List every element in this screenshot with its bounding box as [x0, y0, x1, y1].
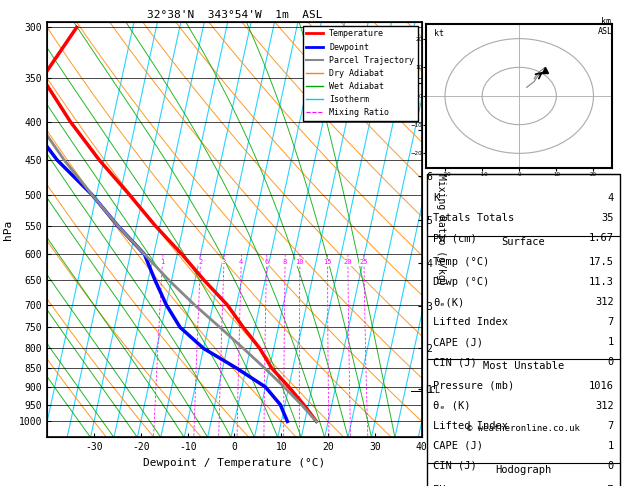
Text: 26.04.2024  12GMT  (Base: 00): 26.04.2024 12GMT (Base: 00) — [433, 28, 614, 38]
Text: Lifted Index: Lifted Index — [433, 317, 508, 327]
Text: K: K — [433, 193, 440, 204]
Text: CAPE (J): CAPE (J) — [433, 337, 483, 347]
Text: 6: 6 — [264, 260, 269, 265]
Text: 0: 0 — [608, 357, 614, 367]
Text: CAPE (J): CAPE (J) — [433, 441, 483, 451]
Text: 3: 3 — [222, 260, 226, 265]
Text: 15: 15 — [323, 260, 332, 265]
Text: 35: 35 — [601, 213, 614, 224]
Text: CIN (J): CIN (J) — [433, 461, 477, 471]
Text: 1: 1 — [608, 441, 614, 451]
Text: Temp (°C): Temp (°C) — [433, 257, 489, 267]
Text: 0: 0 — [608, 461, 614, 471]
Text: 312: 312 — [595, 297, 614, 307]
Text: 1016: 1016 — [589, 381, 614, 391]
Text: Lifted Index: Lifted Index — [433, 421, 508, 431]
Text: θₑ (K): θₑ (K) — [433, 401, 470, 411]
Bar — [428, 174, 620, 486]
Text: 4: 4 — [239, 260, 243, 265]
Text: Surface: Surface — [502, 237, 545, 247]
Text: 7: 7 — [608, 317, 614, 327]
Title: 32°38'N  343°54'W  1m  ASL: 32°38'N 343°54'W 1m ASL — [147, 10, 322, 20]
X-axis label: Dewpoint / Temperature (°C): Dewpoint / Temperature (°C) — [143, 458, 326, 468]
Text: 1.67: 1.67 — [589, 233, 614, 243]
Text: kt: kt — [434, 29, 444, 38]
Text: 20: 20 — [343, 260, 352, 265]
Text: 25: 25 — [360, 260, 368, 265]
Text: 1: 1 — [160, 260, 165, 265]
Text: 4: 4 — [608, 193, 614, 204]
Text: 2: 2 — [198, 260, 203, 265]
Text: km
ASL: km ASL — [598, 17, 613, 36]
Text: 7: 7 — [608, 421, 614, 431]
Text: Totals Totals: Totals Totals — [433, 213, 515, 224]
Text: Hodograph: Hodograph — [496, 465, 552, 475]
Text: 10: 10 — [296, 260, 304, 265]
Text: 1: 1 — [608, 337, 614, 347]
Text: 11.3: 11.3 — [589, 277, 614, 287]
Text: PW (cm): PW (cm) — [433, 233, 477, 243]
Text: EH: EH — [433, 485, 446, 486]
Text: 312: 312 — [595, 401, 614, 411]
Text: Dewp (°C): Dewp (°C) — [433, 277, 489, 287]
Text: 8: 8 — [283, 260, 287, 265]
Text: © weatheronline.co.uk: © weatheronline.co.uk — [467, 424, 580, 433]
Text: CIN (J): CIN (J) — [433, 357, 477, 367]
Text: Most Unstable: Most Unstable — [483, 361, 564, 371]
Y-axis label: Mixing Ratio (g/kg): Mixing Ratio (g/kg) — [437, 174, 447, 285]
Text: LCL: LCL — [426, 386, 440, 395]
Text: θₑ(K): θₑ(K) — [433, 297, 464, 307]
Text: -7: -7 — [601, 485, 614, 486]
Text: 17.5: 17.5 — [589, 257, 614, 267]
Legend: Temperature, Dewpoint, Parcel Trajectory, Dry Adiabat, Wet Adiabat, Isotherm, Mi: Temperature, Dewpoint, Parcel Trajectory… — [303, 26, 418, 121]
Text: Pressure (mb): Pressure (mb) — [433, 381, 515, 391]
Y-axis label: hPa: hPa — [3, 220, 13, 240]
